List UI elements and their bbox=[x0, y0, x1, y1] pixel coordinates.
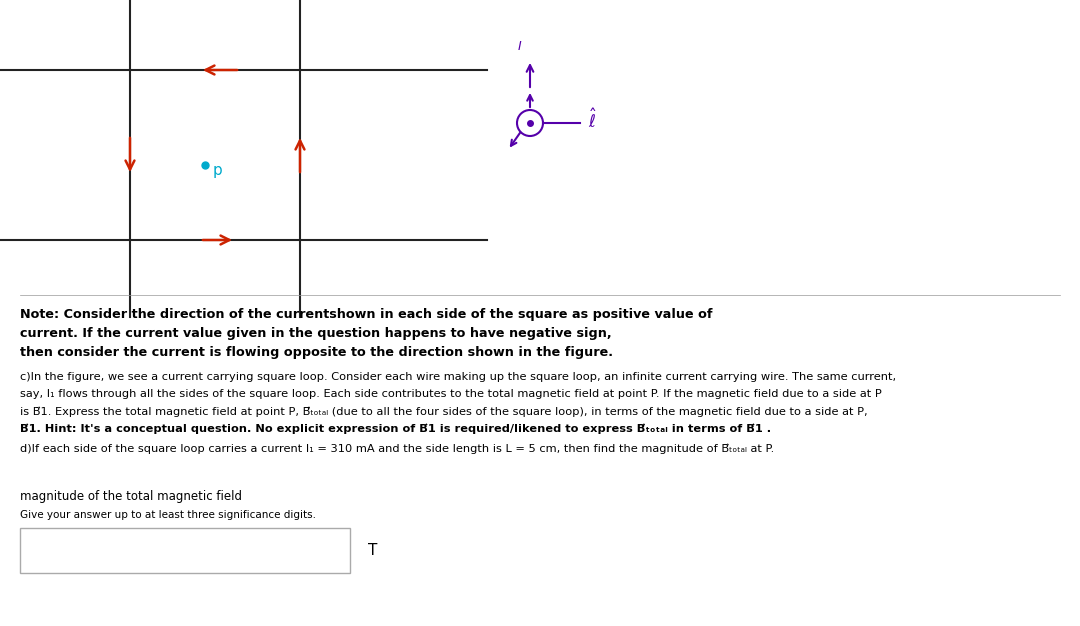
Text: T: T bbox=[368, 543, 377, 558]
Text: then consider the current is flowing opposite to the direction shown in the figu: then consider the current is flowing opp… bbox=[21, 346, 613, 359]
FancyBboxPatch shape bbox=[21, 528, 350, 573]
Text: I: I bbox=[518, 40, 522, 53]
Text: say, I₁ flows through all the sides of the square loop. Each side contributes to: say, I₁ flows through all the sides of t… bbox=[21, 389, 881, 399]
Text: is B⃗1. Express the total magnetic field at point P, B⃗ₜₒₜₐₗ (due to all the fou: is B⃗1. Express the total magnetic field… bbox=[21, 406, 867, 416]
Text: magnitude of the total magnetic field: magnitude of the total magnetic field bbox=[21, 490, 242, 503]
Text: $\hat{\ell}$: $\hat{\ell}$ bbox=[588, 108, 597, 132]
Text: c)In the figure, we see a current carrying square loop. Consider each wire makin: c)In the figure, we see a current carryi… bbox=[21, 372, 896, 382]
Text: current. If the current value given in the question happens to have negative sig: current. If the current value given in t… bbox=[21, 327, 611, 340]
Text: Note: Consider the direction of the curre​nt​shown in each side of the square as: Note: Consider the direction of the curr… bbox=[21, 308, 713, 321]
Text: d)If each side of the square loop carries a current I₁ = 310 mA and the side len: d)If each side of the square loop carrie… bbox=[21, 443, 774, 453]
Text: Give your answer up to at least three significance digits.: Give your answer up to at least three si… bbox=[21, 510, 316, 520]
Text: p: p bbox=[213, 163, 222, 178]
Text: B⃗1. Hint: It's a conceptual question. No explicit expression of B⃗1 is req​uire: B⃗1. Hint: It's a conceptual question. N… bbox=[21, 423, 771, 434]
